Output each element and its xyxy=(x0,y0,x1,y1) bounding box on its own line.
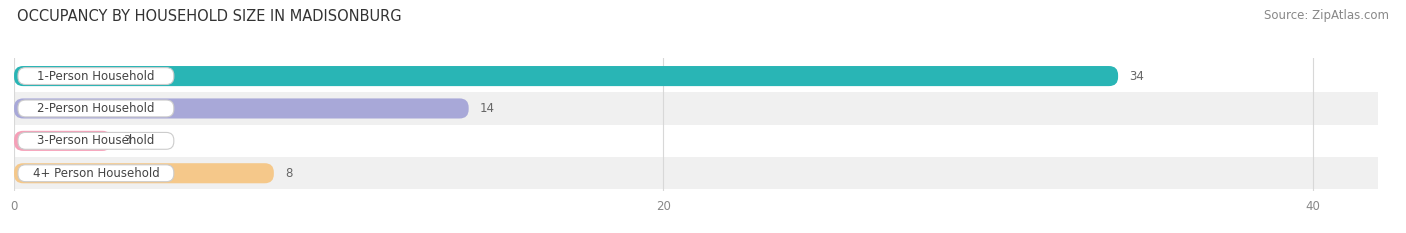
FancyBboxPatch shape xyxy=(18,165,174,182)
Text: 1-Person Household: 1-Person Household xyxy=(37,70,155,82)
Text: 8: 8 xyxy=(285,167,292,180)
FancyBboxPatch shape xyxy=(14,66,1118,86)
FancyBboxPatch shape xyxy=(14,163,274,183)
Text: 2-Person Household: 2-Person Household xyxy=(37,102,155,115)
Text: 34: 34 xyxy=(1129,70,1144,82)
Text: 3-Person Household: 3-Person Household xyxy=(37,134,155,147)
Text: OCCUPANCY BY HOUSEHOLD SIZE IN MADISONBURG: OCCUPANCY BY HOUSEHOLD SIZE IN MADISONBU… xyxy=(17,9,402,24)
FancyBboxPatch shape xyxy=(0,60,1395,92)
FancyBboxPatch shape xyxy=(0,157,1395,189)
FancyBboxPatch shape xyxy=(18,132,174,149)
Text: Source: ZipAtlas.com: Source: ZipAtlas.com xyxy=(1264,9,1389,22)
FancyBboxPatch shape xyxy=(18,68,174,85)
FancyBboxPatch shape xyxy=(0,125,1395,157)
FancyBboxPatch shape xyxy=(0,92,1395,125)
Text: 14: 14 xyxy=(479,102,495,115)
Text: 4+ Person Household: 4+ Person Household xyxy=(32,167,159,180)
FancyBboxPatch shape xyxy=(14,98,468,119)
FancyBboxPatch shape xyxy=(14,131,111,151)
FancyBboxPatch shape xyxy=(18,100,174,117)
Text: 3: 3 xyxy=(122,134,131,147)
